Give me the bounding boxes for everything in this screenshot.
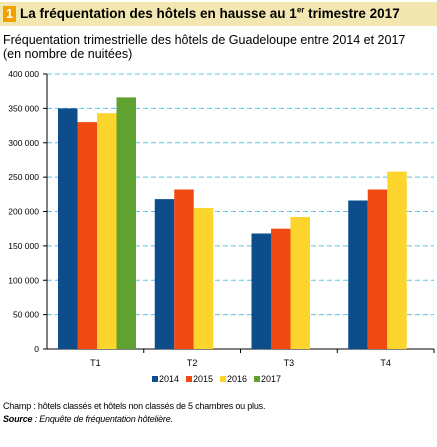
legend-swatch-2015 (186, 376, 192, 382)
y-tick-label: 0 (34, 344, 39, 354)
y-tick-label: 300 000 (8, 138, 39, 148)
y-tick-label: 400 000 (8, 69, 39, 79)
footnote-champ: Champ : hôtels classés et hôtels non cla… (3, 401, 266, 411)
source-label: Source (3, 414, 33, 424)
legend-label-2014: 2014 (159, 374, 179, 384)
x-tick-label: T3 (284, 358, 295, 368)
bar-T2-2015 (174, 189, 194, 349)
bar-T2-2014 (154, 199, 175, 349)
legend-swatch-2017 (254, 376, 260, 382)
chart-subtitle: (en nombre de nuitées) (3, 47, 133, 61)
bar-T4-2014 (348, 200, 368, 349)
legend-swatch-2014 (152, 376, 158, 382)
figure-title: La fréquentation des hôtels en hausse au… (20, 5, 400, 23)
x-tick-label: T2 (187, 358, 198, 368)
y-tick-label: 150 000 (8, 241, 39, 251)
y-tick-label: 350 000 (8, 103, 39, 113)
x-tick-label: T4 (380, 358, 391, 368)
title-superscript: er (296, 5, 305, 15)
y-tick-label: 50 000 (13, 310, 39, 320)
bar-T3-2015 (271, 228, 291, 349)
y-tick-label: 200 000 (8, 207, 39, 217)
bar-T4-2016 (387, 171, 407, 349)
y-tick-label: 100 000 (8, 275, 39, 285)
legend-swatch-2016 (220, 376, 226, 382)
title-main: La fréquentation des hôtels en hausse au… (20, 6, 297, 21)
figure-number-badge: 1 (3, 6, 16, 22)
bar-T1-2015 (77, 122, 97, 349)
x-tick-label: T1 (90, 358, 101, 368)
y-tick-label: 250 000 (8, 172, 39, 182)
bar-T3-2016 (290, 217, 310, 349)
legend-label-2017: 2017 (261, 374, 281, 384)
legend-label-2015: 2015 (193, 374, 213, 384)
source-text: : Enquête de fréquentation hôtelière. (32, 414, 173, 424)
bar-T1-2017 (116, 97, 136, 349)
bar-T1-2016 (97, 113, 117, 349)
bar-T1-2014 (58, 108, 78, 349)
bar-T2-2016 (193, 208, 214, 349)
footnote-source: Source : Enquête de fréquentation hôteli… (3, 414, 173, 425)
title-end: trimestre 2017 (304, 6, 400, 21)
bar-T3-2014 (251, 233, 271, 349)
legend-label-2016: 2016 (227, 374, 247, 384)
bar-chart: 0 50 000 100 000 150 000 200 000 250 000 300 0… (8, 69, 435, 384)
bar-T4-2015 (367, 189, 388, 349)
chart-title: Fréquentation trimestrielle des hôtels d… (3, 33, 406, 47)
title-bar: 1 La fréquentation des hôtels en hausse … (0, 2, 437, 26)
